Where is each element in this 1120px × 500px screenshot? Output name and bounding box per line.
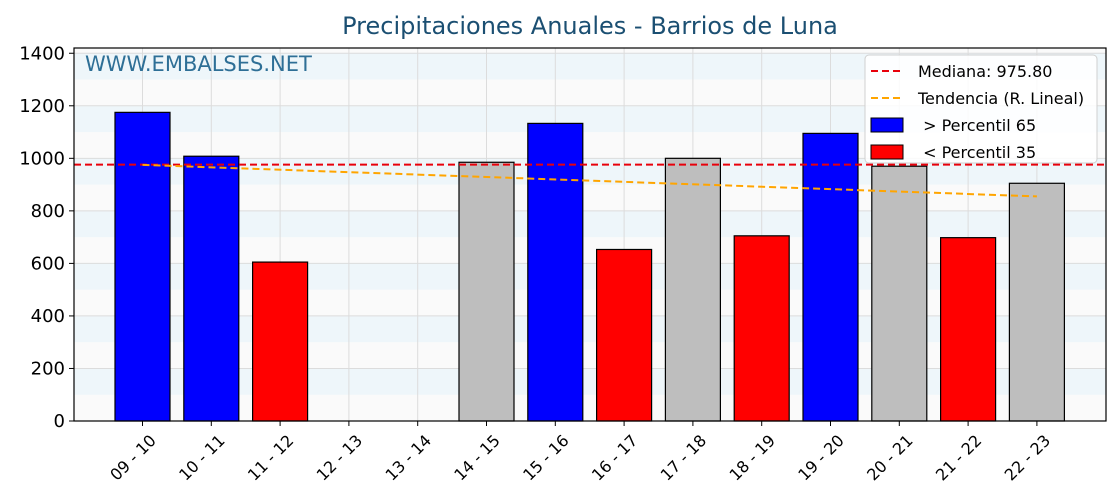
bar-19-20 bbox=[802, 132, 859, 422]
axes-frame bbox=[73, 47, 1107, 422]
bar-16-17 bbox=[595, 248, 653, 422]
y-tick-label: 1400 bbox=[19, 43, 65, 64]
y-tick-label: 200 bbox=[31, 358, 65, 379]
y-tick-label: 1000 bbox=[19, 148, 65, 169]
bar-11-12 bbox=[252, 261, 309, 422]
legend-high-swatch bbox=[870, 117, 904, 133]
y-tick-label: 600 bbox=[31, 253, 65, 274]
bar-17-18 bbox=[664, 157, 722, 422]
y-axis-ticks: 0 200 400 600 800 1000 1200 1400 bbox=[19, 43, 74, 432]
background-band bbox=[74, 368, 1106, 395]
x-tick-label: 21 - 22 bbox=[932, 431, 986, 485]
x-tick-label: 10 - 11 bbox=[175, 431, 229, 485]
chart-title: Precipitaciones Anuales - Barrios de Lun… bbox=[342, 12, 838, 40]
background-band bbox=[74, 263, 1106, 290]
x-tick-label: 12 - 13 bbox=[313, 431, 367, 485]
legend: Mediana: 975.80 Tendencia (R. Lineal) > P… bbox=[864, 54, 1098, 164]
bar-22-23 bbox=[1008, 182, 1066, 422]
x-tick-label: 19 - 20 bbox=[794, 431, 848, 485]
x-tick-label: 09 - 10 bbox=[106, 431, 160, 485]
x-tick-label: 18 - 19 bbox=[726, 431, 780, 485]
x-tick-label: 11 - 12 bbox=[244, 431, 298, 485]
trend-line bbox=[142, 163, 1037, 198]
legend-low-swatch bbox=[870, 144, 904, 160]
watermark: WWW.EMBALSES.NET bbox=[85, 52, 312, 76]
x-tick-label: 20 - 21 bbox=[863, 431, 917, 485]
x-tick-label: 15 - 16 bbox=[519, 431, 573, 485]
bar-18-19 bbox=[733, 235, 790, 422]
legend-median-label: Mediana: 975.80 bbox=[918, 62, 1052, 81]
bar-09-10 bbox=[114, 111, 171, 422]
bar-10-11 bbox=[183, 155, 240, 422]
x-tick-label: 16 - 17 bbox=[588, 431, 642, 485]
axes bbox=[73, 47, 1107, 422]
bar-20-21 bbox=[871, 165, 928, 422]
legend-low-label: < Percentil 35 bbox=[918, 143, 1036, 162]
x-tick-label: 17 - 18 bbox=[657, 431, 711, 485]
legend-box bbox=[864, 54, 1098, 164]
x-axis-ticks: 09 - 10 10 - 11 11 - 12 12 - 13 13 - 14 14 - … bbox=[106, 421, 1054, 484]
legend-high-label: > Percentil 65 bbox=[918, 116, 1036, 135]
y-tick-label: 800 bbox=[31, 201, 65, 222]
bar-21-22 bbox=[939, 237, 997, 422]
bar-15-16 bbox=[527, 122, 584, 422]
background-band bbox=[74, 210, 1106, 238]
legend-trend-label: Tendencia (R. Lineal) bbox=[917, 89, 1084, 108]
bars bbox=[114, 111, 1066, 422]
x-tick-label: 14 - 15 bbox=[450, 431, 504, 485]
background-band bbox=[74, 315, 1106, 343]
y-tick-label: 1200 bbox=[19, 96, 65, 117]
y-tick-label: 0 bbox=[54, 411, 65, 432]
x-tick-label: 22 - 23 bbox=[1001, 431, 1055, 485]
reference-lines bbox=[74, 163, 1106, 198]
x-tick-label: 13 - 14 bbox=[382, 431, 436, 485]
y-tick-label: 400 bbox=[31, 306, 65, 327]
bar-14-15 bbox=[458, 161, 515, 422]
